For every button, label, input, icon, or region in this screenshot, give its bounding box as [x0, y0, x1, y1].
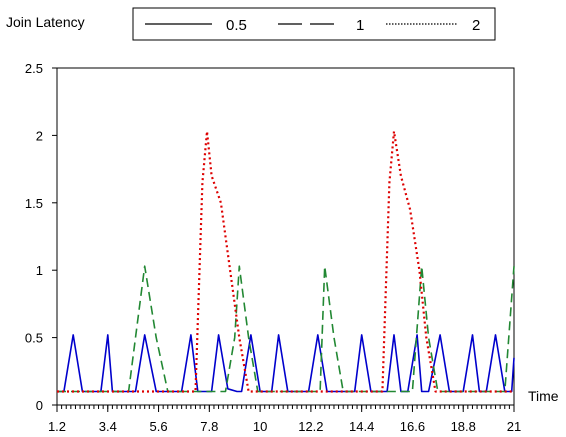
x-axis-title: Time — [528, 388, 559, 404]
series-line-2 — [57, 130, 514, 393]
legend: 0.5 1 2 — [132, 7, 496, 41]
x-tick-label: 16.6 — [400, 419, 425, 434]
y-axis: 0 0.5 1 1.5 2 2.5 — [25, 61, 57, 413]
y-tick-label: 2 — [36, 128, 43, 143]
x-tick-label: 7.8 — [200, 419, 218, 434]
y-tick-label: 1.5 — [25, 196, 43, 211]
legend-label-1: 1 — [356, 17, 364, 34]
y-tick-label: 2.5 — [25, 61, 43, 76]
y-tick-label: 0 — [36, 398, 43, 413]
x-tick-label: 18.8 — [451, 419, 476, 434]
legend-label-2: 2 — [472, 17, 480, 34]
plot-frame — [56, 67, 515, 406]
x-tick-label: 21 — [507, 419, 521, 434]
x-tick-label: 10 — [253, 419, 267, 434]
x-tick-label: 12.2 — [298, 419, 323, 434]
x-tick-label: 5.6 — [150, 419, 168, 434]
x-tick-label: 1.2 — [48, 419, 66, 434]
y-tick-label: 1 — [36, 263, 43, 278]
x-axis: 1.2 3.4 5.6 7.8 10 12.2 14.4 16.6 18.8 21 — [48, 405, 521, 434]
y-axis-title: Join Latency — [6, 14, 85, 30]
series-layer — [57, 130, 515, 393]
x-tick-label: 14.4 — [349, 419, 374, 434]
y-tick-label: 0.5 — [25, 331, 43, 346]
x-tick-label: 3.4 — [99, 419, 117, 434]
series-line-1 — [57, 265, 515, 393]
series-line-0.5 — [57, 334, 515, 393]
legend-label-0.5: 0.5 — [226, 17, 247, 34]
